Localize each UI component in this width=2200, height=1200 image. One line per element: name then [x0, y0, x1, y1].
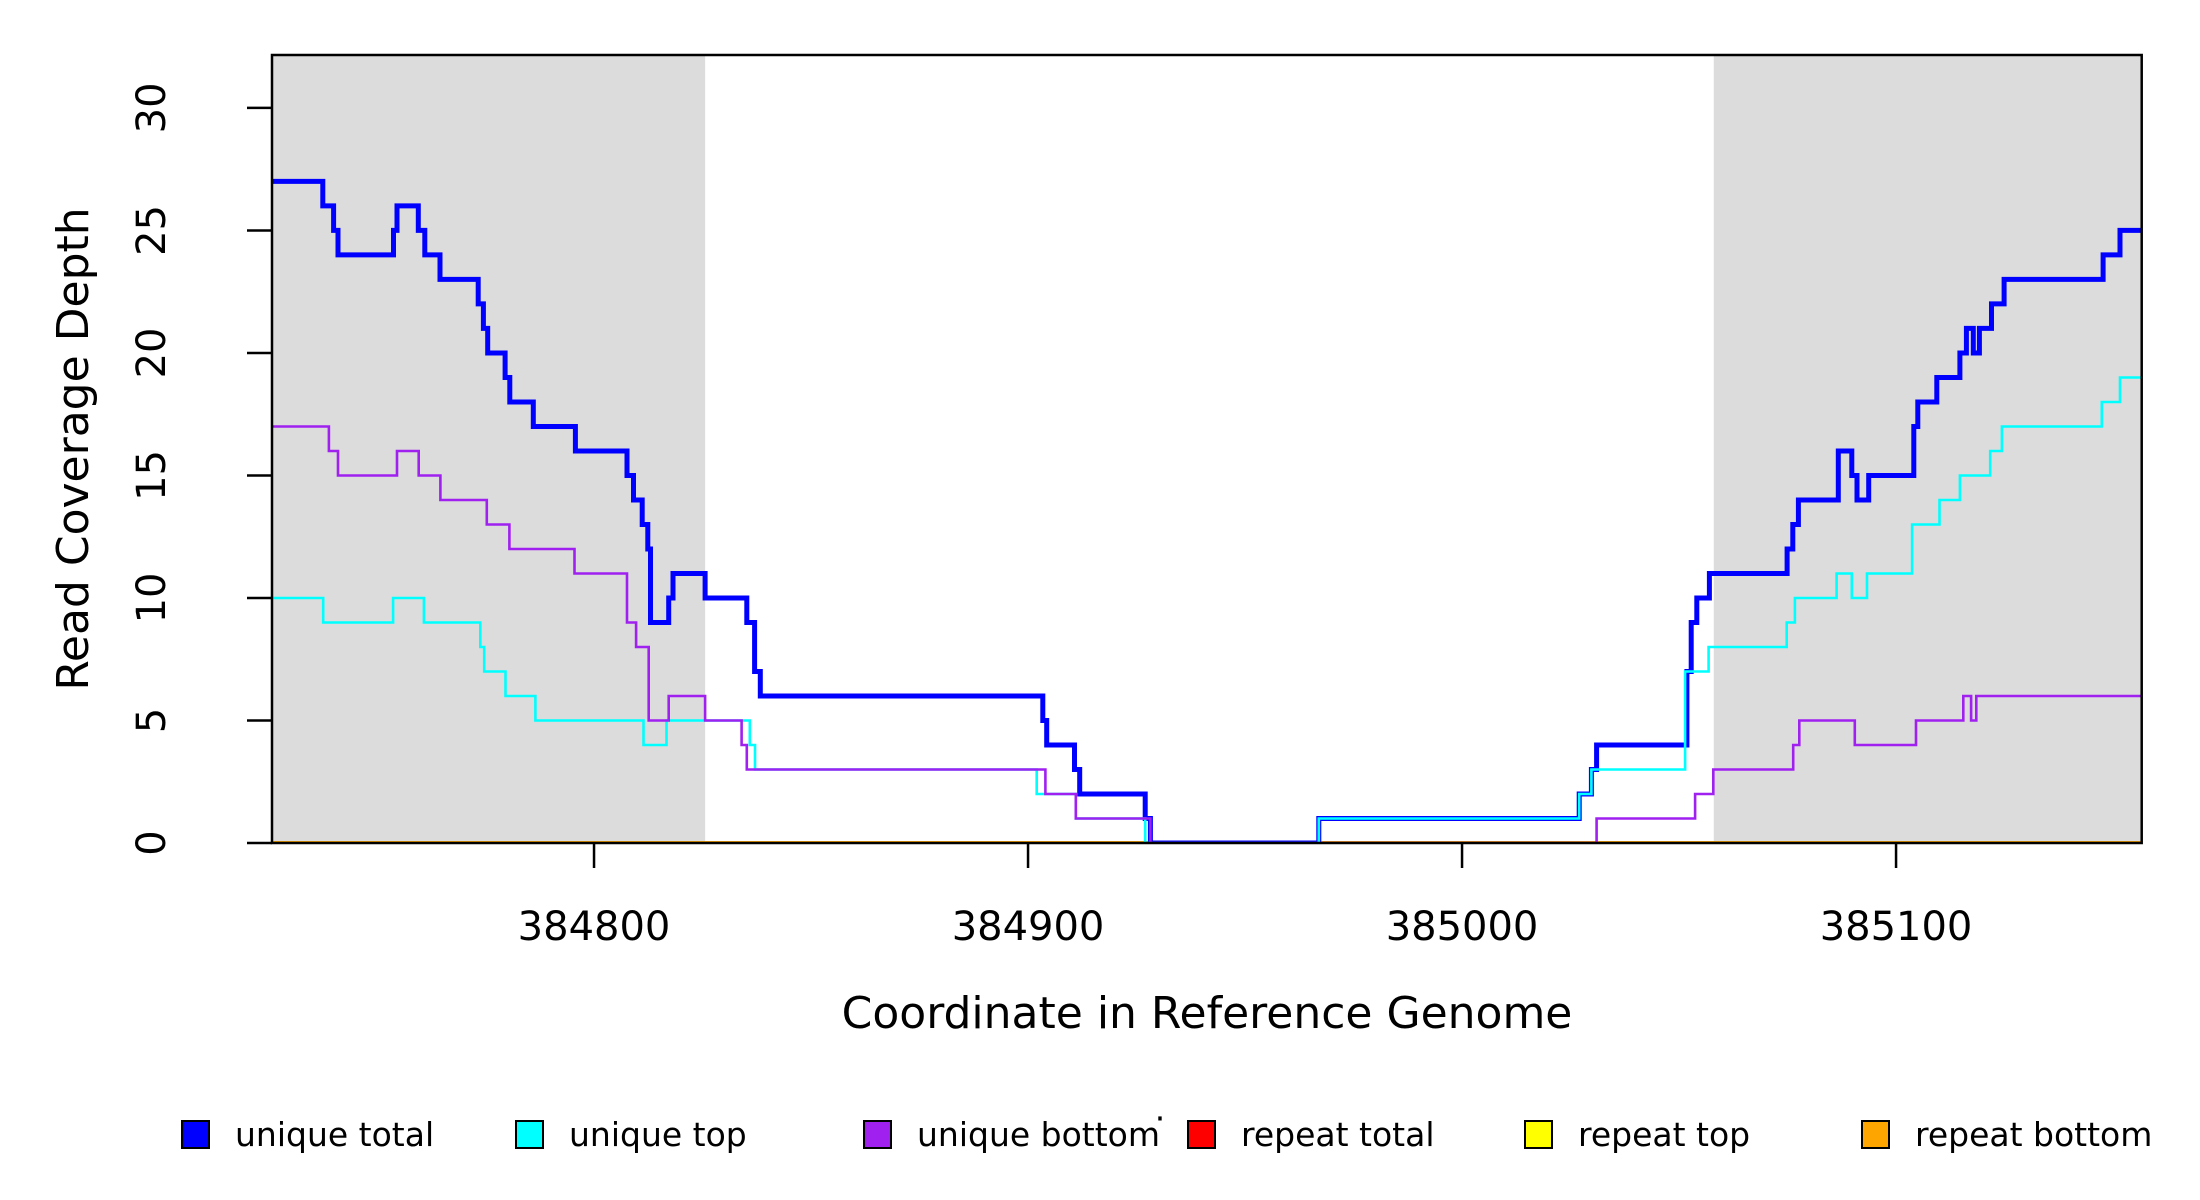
plot-border — [270, 53, 2143, 845]
x-tick-label: 385100 — [1820, 904, 1973, 950]
axes: 384800 384900 385000 385100 0 5 10 15 20 25 30 — [129, 82, 1972, 950]
legend-label-repeat-top: repeat top — [1578, 1115, 1750, 1154]
legend-label-unique-top: unique top — [569, 1115, 747, 1154]
x-tick-label: 384800 — [518, 904, 671, 950]
x-tick-label: 384900 — [952, 904, 1105, 950]
shaded-region-2 — [1713, 55, 2142, 843]
y-tick-label: 30 — [129, 82, 175, 133]
series-unique-bottom-line — [272, 425, 2142, 843]
legend-label-repeat-bottom: repeat bottom — [1915, 1115, 2152, 1154]
legend-swatch-repeat-top — [1524, 1120, 1553, 1149]
legend-swatch-repeat-total — [1187, 1120, 1216, 1149]
y-tick-label: 0 — [129, 830, 175, 855]
y-tick-label: 25 — [129, 205, 175, 256]
x-axis-label: Coordinate in Reference Genome — [842, 988, 1573, 1039]
legend-label-unique-total: unique total — [235, 1115, 434, 1154]
y-tick-label: 20 — [129, 327, 175, 378]
legend-stray-dot: · — [1155, 1099, 1166, 1138]
shaded-regions — [272, 55, 2142, 843]
series-lines — [272, 178, 2142, 843]
series-unique-total-line — [272, 178, 2142, 843]
y-tick-label: 5 — [129, 708, 175, 733]
x-tick-label: 385000 — [1386, 904, 1539, 950]
y-axis-label: Read Coverage Depth — [48, 207, 99, 690]
shaded-region-1 — [272, 55, 706, 843]
legend: unique total unique top unique bottom repea… — [181, 1099, 2152, 1154]
legend-label-unique-bottom: unique bottom — [917, 1115, 1160, 1154]
series-unique-top-line — [272, 376, 2142, 843]
y-tick-label: 15 — [129, 450, 175, 501]
y-tick-label: 10 — [129, 573, 175, 624]
legend-swatch-unique-bottom — [863, 1120, 892, 1149]
legend-swatch-repeat-bottom — [1861, 1120, 1890, 1149]
legend-swatch-unique-total — [181, 1120, 210, 1149]
legend-swatch-unique-top — [515, 1120, 544, 1149]
legend-label-repeat-total: repeat total — [1241, 1115, 1435, 1154]
